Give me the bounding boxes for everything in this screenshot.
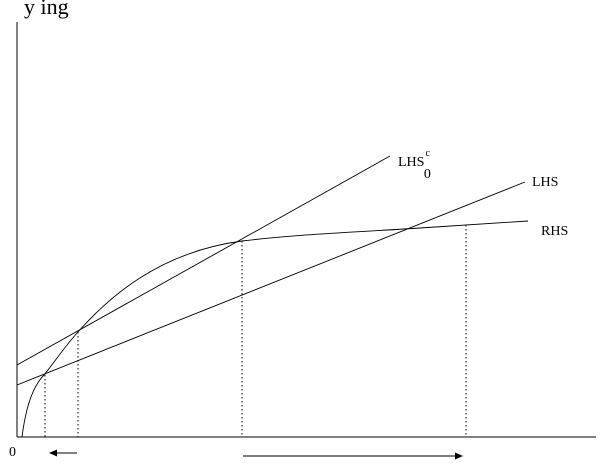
rhs-label: RHS — [541, 224, 568, 239]
lhs-label: LHS — [532, 175, 558, 190]
left-arrow — [49, 449, 77, 457]
lhs0c-line — [16, 155, 391, 366]
right-arrow — [243, 452, 463, 460]
lhs0c-superscript: c — [425, 148, 430, 159]
rhs-curve — [21, 220, 529, 438]
lhs0c-subscript: 0 — [424, 167, 431, 182]
cropped-title: y ing — [24, 0, 69, 19]
cropped-title-text: y ing — [24, 0, 69, 19]
lhs0c-label: LHSc 0 — [398, 148, 431, 182]
lhs-line — [16, 181, 526, 386]
origin-label: 0 — [9, 445, 16, 460]
